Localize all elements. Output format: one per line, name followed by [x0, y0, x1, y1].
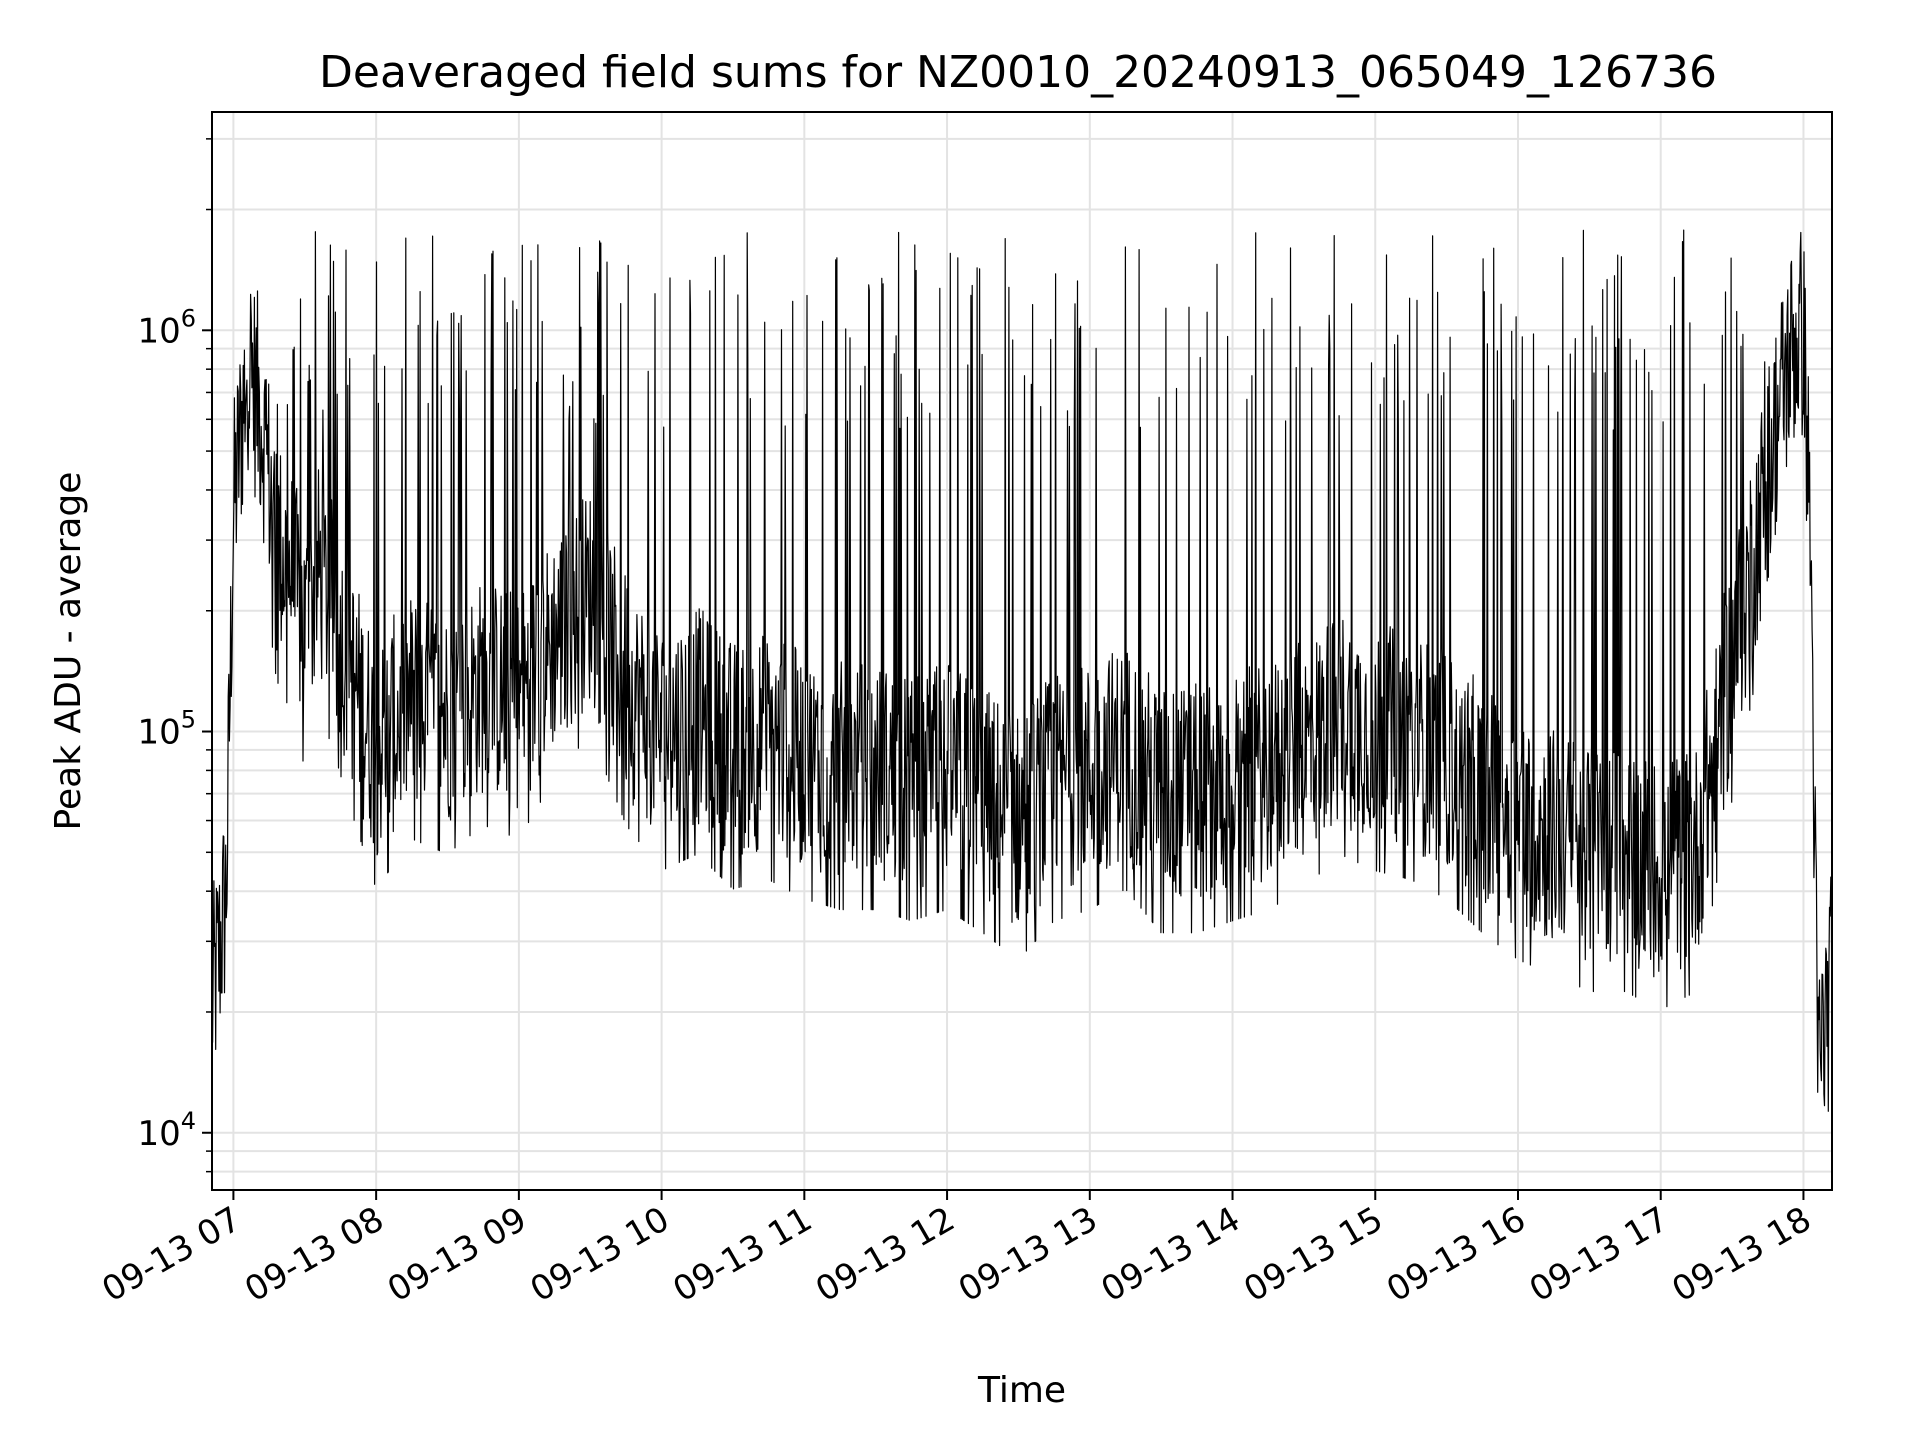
series-line — [211, 229, 1833, 1112]
y-tick-label: 104 — [137, 1107, 196, 1154]
x-axis-label: Time — [977, 1370, 1066, 1411]
series-layer — [211, 229, 1833, 1112]
y-tick-label: 106 — [137, 304, 196, 351]
plot-frame — [211, 111, 1833, 1191]
chart-title: Deaveraged field sums for NZ0010_2024091… — [319, 47, 1717, 98]
y-axis-label: Peak ADU - average — [48, 472, 89, 831]
y-axis: 104 105 106 — [137, 138, 212, 1173]
y-tick-label: 105 — [137, 706, 196, 753]
